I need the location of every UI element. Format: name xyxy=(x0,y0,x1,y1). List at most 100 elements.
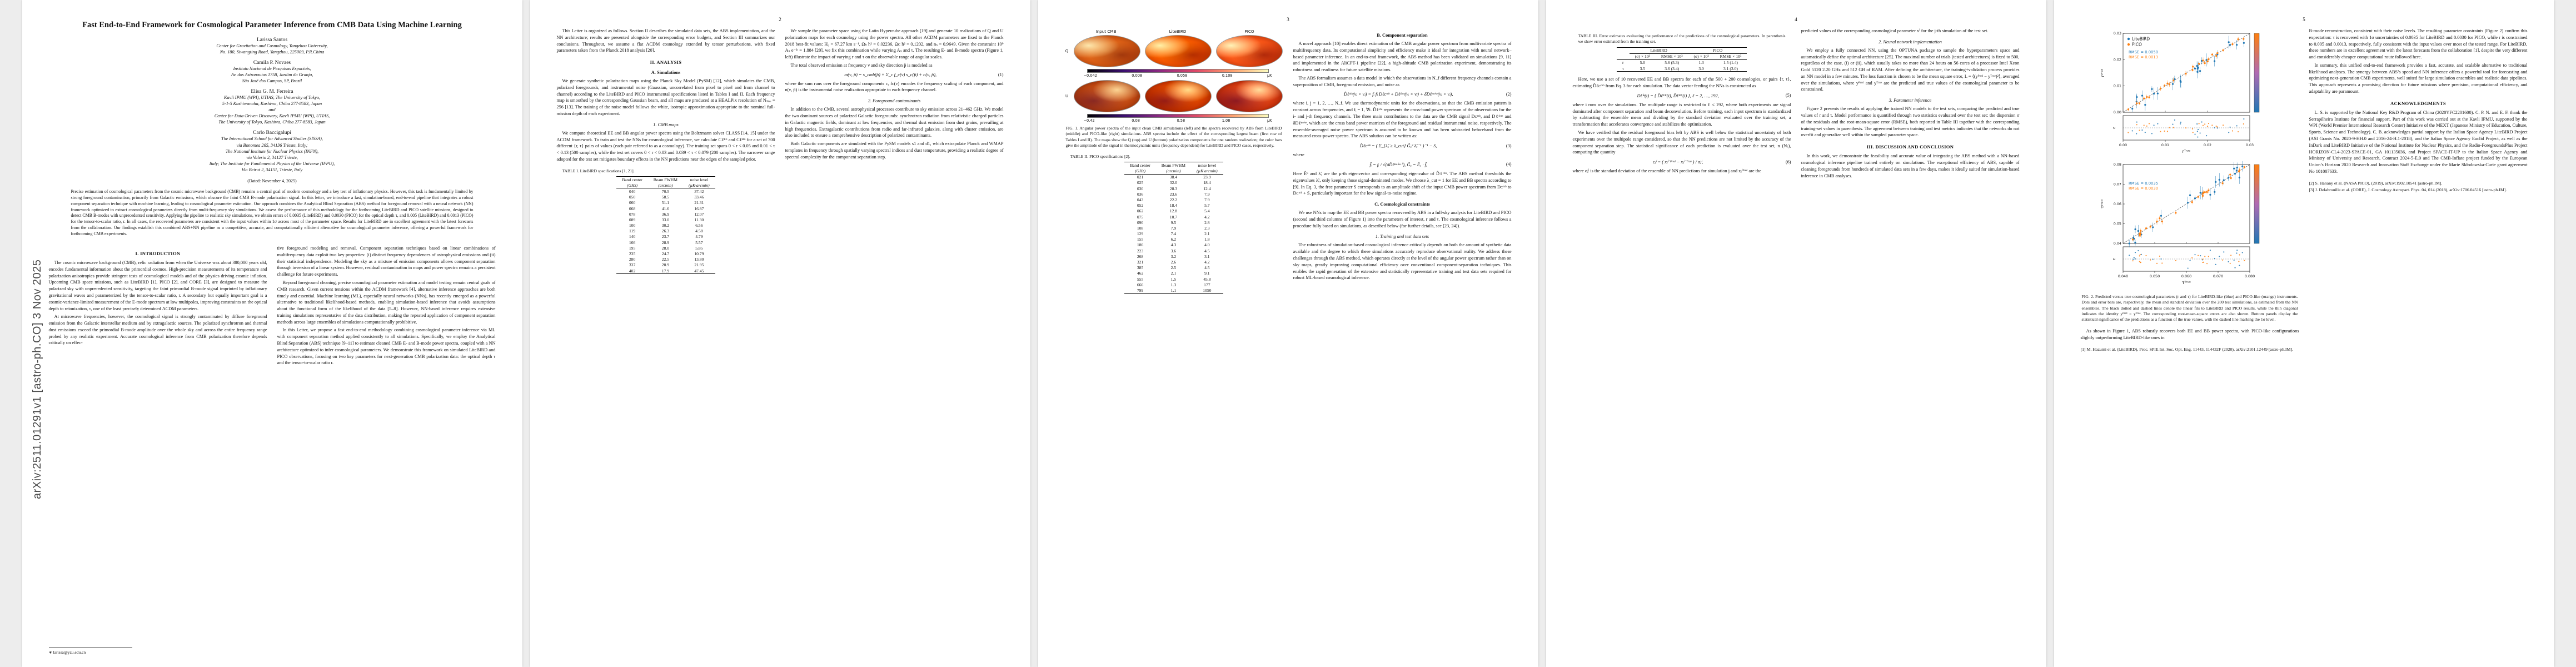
author-affiliation: Kavli IPMU (WPI), UTIAS, The University … xyxy=(224,95,320,101)
svg-text:0.00: 0.00 xyxy=(2114,110,2121,115)
author-affiliation: and xyxy=(268,107,276,113)
page-1: arXiv:2511.01291v1 [astro-ph.CO] 3 Nov 2… xyxy=(22,0,522,667)
page4-right-column: predicted values of the corresponding co… xyxy=(1801,28,2020,181)
svg-text:RMSE = 0.0035: RMSE = 0.0035 xyxy=(2129,181,2158,186)
colorbar-tick: 0.08 xyxy=(1132,118,1140,123)
fig1-title-input: Input CMB xyxy=(1095,29,1117,34)
equation-4-number: (4) xyxy=(1506,162,1512,167)
references-right: [2] S. Hanany et al. (NASA PICO), (2019)… xyxy=(2309,181,2528,194)
colorbar-tick: −0.42 xyxy=(1083,118,1095,123)
author-affiliation: Av. dos Astronautas 1758, Jardim da Gran… xyxy=(231,72,313,78)
equation-4-explanation: Here Êᵘ and λ̃ᵤ are the μ-th eigenvector… xyxy=(1293,171,1512,197)
simulations-text: We generate synthetic polarization maps … xyxy=(557,78,775,117)
page2-right-column: We sample the parameter space using the … xyxy=(785,28,1004,162)
table-row: 060 51.1 21.31 xyxy=(629,200,704,206)
figure-1-column-titles: Input CMB LiteBIRD PICO xyxy=(1073,29,1283,34)
svg-text:τᴾʳᵉᵈ: τᴾʳᵉᵈ xyxy=(2100,200,2105,208)
table-row: 050 58.5 33.46 xyxy=(629,195,704,200)
equation-6-body: εⱼⁱ = ( xⱼⁱ˙ᴾʳᵉᵈ − xⱼⁱ˙ᵀʳᵘᵉ ) / σⱼⁱ, xyxy=(1653,160,1703,165)
author-affiliation: Via Beirut 2, 34151, Trieste, Italy xyxy=(241,167,303,172)
colorbar-tick: 0.058 xyxy=(1177,73,1188,78)
table-row: 155 6.2 1.8 xyxy=(1137,237,1210,242)
table-error-estimates-grid: LiteBIRD PICO (σ) × 10³ RMSE × 10³ (σ) × 10³… xyxy=(1616,47,1747,72)
organization-text: This Letter is organized as follows. Sec… xyxy=(557,28,775,54)
equation-4-body: f̃ᵢ = fᵢ / √(δD̂ℓⁿᵒⁱˢᵉ·ⁱⁱ), G̃ᵤ = Êᵤ · f… xyxy=(1369,162,1427,167)
table-row: 321 2.6 4.2 xyxy=(1137,260,1210,265)
equation-5-body: Dℓⁱⁿ(i) = { D̂ℓᴱᴱ(i), D̂ℓᴮᴮ(i) }, ℓ = 2,… xyxy=(1637,93,1719,98)
paragraph: The ABS formalism assumes a data model i… xyxy=(1293,75,1512,87)
svg-text:0.03: 0.03 xyxy=(2114,31,2121,36)
paragraph: tive foreground modeling and removal. Co… xyxy=(277,246,496,277)
table-row: 030 28.3 12.4 xyxy=(1137,186,1211,191)
author-affiliation: via Bonomea 265, 34136 Trieste, Italy; xyxy=(236,142,308,148)
page5-left-column: LiteBIRD PICO RMSE = 0.0050 RMSE = 0.0013 0.… xyxy=(2081,28,2299,354)
table-row: 043 22.2 7.9 xyxy=(1137,197,1210,202)
svg-text:0.05: 0.05 xyxy=(2114,222,2121,226)
cmb-map-input-q xyxy=(1073,35,1140,67)
subsection-heading-simulations: A. Simulations xyxy=(651,70,681,76)
svg-text:0.02: 0.02 xyxy=(2204,143,2211,147)
figure-1: Input CMB LiteBIRD PICO Q −0.042 0.008 0.0… xyxy=(1065,29,1283,148)
continuation-text: predicted values of the corresponding co… xyxy=(1801,28,2020,34)
paragraph: where i runs over the simulations. The m… xyxy=(1572,102,1791,127)
page-number: 4 xyxy=(1795,17,1797,22)
table-row: 040 70.5 37.42 xyxy=(629,188,704,194)
paragraph: At microwave frequencies, however, the c… xyxy=(48,314,267,346)
cmb-map-litebird-u xyxy=(1144,80,1212,112)
table-litebird-specs: TABLE I. LiteBIRD specifications [1, 21]… xyxy=(559,168,773,275)
table-row: 129 7.4 2.1 xyxy=(1137,231,1210,237)
paragraph: A novel approach [10] enables direct est… xyxy=(1293,41,1512,73)
table-error-estimates: TABLE III. Error estimates evaluating th… xyxy=(1575,33,1789,72)
cosmo-constraints-text: We use NNs to map the EE and BB power sp… xyxy=(1293,210,1512,229)
table-row: 337 20.9 21.95 xyxy=(629,262,704,268)
table-row: 068 41.6 16.87 xyxy=(629,206,704,211)
equation-3-where: where xyxy=(1293,152,1512,158)
svg-text:0.02: 0.02 xyxy=(2114,57,2121,62)
table-row: 462 2.1 9.1 xyxy=(1137,271,1210,276)
subsubsection-heading-nn: 2. Neural network implementation xyxy=(1879,39,1942,44)
cmb-maps-text: We compute theoretical EE and BB angular… xyxy=(557,130,775,163)
paper-title: Fast End-to-End Framework for Cosmologic… xyxy=(82,21,462,29)
sampling-text: We sample the parameter space using the … xyxy=(785,28,1004,69)
author-affiliation: 5-1-5 Kashiwanoha, Kashiwa, Chiba 277-85… xyxy=(222,101,322,107)
colorbar-tick: µK xyxy=(1267,73,1272,78)
colorbar-tick: µK xyxy=(1267,118,1272,123)
reference-item: [1] M. Hazumi et al. (LiteBIRD), Proc. S… xyxy=(2080,346,2294,352)
paragraph: B-mode reconstruction, consistent with t… xyxy=(2309,28,2528,60)
paragraph: where i, j = 1, 2, …, N_f. We use thermo… xyxy=(1293,101,1512,139)
author-name: Larissa Santos xyxy=(256,37,288,43)
equation-5-number: (5) xyxy=(1785,93,1791,98)
significance-explanation: where σⱼⁱ is the standard deviation of t… xyxy=(1573,168,1791,175)
figure-2-caption: FIG. 2. Predicted versus true cosmologic… xyxy=(2081,294,2298,322)
figure-2: LiteBIRD PICO RMSE = 0.0050 RMSE = 0.0013 0.… xyxy=(2081,29,2299,322)
colorbar-u-ticks: −0.42 0.08 0.58 1.08 µK xyxy=(1084,118,1272,123)
equation-2-explanation: where i, j = 1, 2, …, N_f. We use thermo… xyxy=(1293,100,1512,140)
table-row: 108 7.9 2.3 xyxy=(1137,225,1210,231)
svg-text:0.040: 0.040 xyxy=(2118,274,2128,278)
colorbar-tick: 0.108 xyxy=(1222,73,1233,78)
author-name: Camila P. Novaes xyxy=(253,59,291,66)
page-number: 2 xyxy=(779,17,781,22)
fig1-title-pico: PICO xyxy=(1244,29,1254,34)
page3-left-column: Input CMB LiteBIRD PICO Q −0.042 0.008 0.0… xyxy=(1065,28,1283,298)
svg-text:τᵀʳᵘᵉ: τᵀʳᵘᵉ xyxy=(2182,280,2191,285)
svg-text:0.03: 0.03 xyxy=(2246,143,2254,147)
table-row: 140 23.7 4.79 xyxy=(629,234,703,240)
fig1-title-litebird: LiteBIRD xyxy=(1169,29,1187,34)
paragraph: Both Galactic components are simulated w… xyxy=(785,141,1004,160)
foregrounds-text: In addition to the CMB, several astrophy… xyxy=(785,106,1004,160)
arxiv-stamp: arXiv:2511.01291v1 [astro-ph.CO] 3 Nov 2… xyxy=(31,259,43,499)
author-affiliation: Instituto Nacional de Pesquisas Espaciai… xyxy=(233,66,311,71)
colorbar-q xyxy=(1087,69,1269,73)
table-row: 078 36.9 12.07 xyxy=(629,211,704,217)
equation-1-body: m(ν, p̂) = s_cmb(p̂) + Σ_c f_c(ν) s_c(p̂… xyxy=(844,72,937,77)
paragraph: We employ a fully connected NN, using th… xyxy=(1801,47,2020,92)
fig1-row-label-u: U xyxy=(1065,94,1069,98)
page3-right-column: B. Component separation A novel approach… xyxy=(1293,28,1512,283)
cmb-map-input-u xyxy=(1073,80,1140,112)
svg-text:0.050: 0.050 xyxy=(2150,274,2160,278)
colorbar-tick: 0.008 xyxy=(1132,73,1143,78)
subsubsection-heading-cmb-maps: 1. CMB maps xyxy=(653,122,679,127)
intro-text-left: The cosmic microwave background (CMB), r… xyxy=(49,260,267,346)
